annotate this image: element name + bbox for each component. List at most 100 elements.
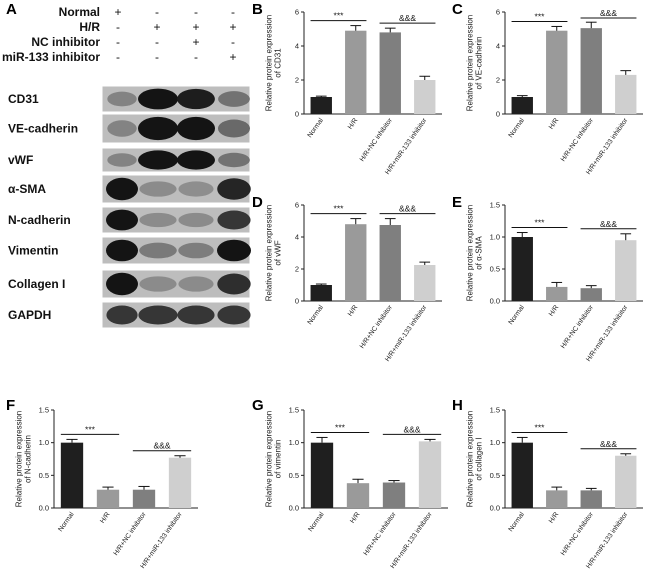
category-label: Normal	[508, 511, 527, 533]
category-label: H/R+miR-133 inhibitor	[384, 304, 429, 364]
y-axis-label-line: of CD31	[274, 48, 283, 78]
panel-label-e: E	[452, 194, 462, 211]
y-tick-label: 6	[295, 201, 299, 210]
bar	[546, 30, 568, 115]
category-label: H/R+miR-133 inhibitor	[585, 511, 630, 571]
y-tick-label: 1.5	[39, 406, 49, 415]
bar	[382, 482, 406, 508]
y-axis-label-line: of N-cadherin	[24, 435, 33, 483]
bar	[546, 286, 568, 301]
y-axis-label-line: of VE-cadherin	[475, 37, 484, 90]
condition-sign: +	[192, 35, 199, 49]
bar	[379, 32, 401, 114]
condition-sign: +	[229, 50, 236, 64]
blot-band	[138, 116, 178, 141]
condition-sign: +	[192, 20, 199, 34]
sig-label: ***	[335, 422, 346, 432]
y-tick-label: 0	[295, 110, 299, 119]
bar	[345, 224, 367, 301]
category-label: H/R+NC inhibitor	[113, 511, 149, 558]
bar	[168, 457, 192, 508]
condition-sign: -	[116, 20, 120, 34]
y-axis-label-line: of α-SMA	[475, 236, 484, 270]
chart-panel-h: H 0.0 0.5 1.0 1.5 Relative protein expression…	[452, 397, 643, 570]
y-tick-label: 2	[295, 76, 299, 85]
y-axis-label: Relative protein expressionof CD31	[265, 15, 283, 112]
sig-label: ***	[535, 11, 546, 21]
sig-label: &&&	[403, 424, 420, 434]
y-tick-label: 0.5	[39, 471, 49, 480]
blot-band	[106, 305, 138, 325]
bar	[346, 483, 370, 508]
condition-label: NC inhibitor	[31, 35, 100, 49]
category-label: H/R	[99, 511, 112, 525]
y-axis-label: Relative protein expressionof α-SMA	[466, 205, 484, 302]
condition-sign: -	[155, 35, 159, 49]
y-tick-label: 0.5	[289, 471, 299, 480]
y-axis-label-line: of vWF	[274, 240, 283, 265]
y-tick-label: 6	[496, 8, 500, 17]
condition-sign: -	[116, 35, 120, 49]
y-tick-label: 0.5	[490, 471, 500, 480]
blot-band	[178, 242, 214, 259]
blot-band	[139, 242, 177, 259]
protein-label: VE-cadherin	[8, 122, 78, 136]
y-tick-label: 0	[295, 297, 299, 306]
category-label: Normal	[508, 304, 527, 326]
bar	[615, 240, 637, 301]
blot-band	[106, 272, 138, 296]
category-label: H/R	[548, 117, 561, 131]
category-label: Normal	[57, 511, 76, 533]
condition-sign: +	[229, 20, 236, 34]
y-axis-label-line: Relative protein expression	[466, 205, 475, 302]
category-label: H/R+miR-133 inhibitor	[585, 304, 630, 364]
condition-sign: -	[194, 5, 198, 19]
bar	[345, 30, 367, 115]
blot-band	[139, 276, 177, 292]
sig-label: &&&	[600, 439, 617, 449]
category-label: H/R	[548, 304, 561, 318]
panel-label-c: C	[452, 1, 463, 18]
sig-label: ***	[535, 422, 546, 432]
protein-label: vWF	[8, 153, 33, 167]
y-axis-label-line: Relative protein expression	[15, 411, 24, 508]
condition-label: miR-133 inhibitor	[2, 50, 100, 64]
bar	[379, 225, 401, 301]
bar	[414, 80, 436, 114]
bar	[580, 28, 602, 114]
condition-label: Normal	[59, 5, 100, 19]
panel-label-g: G	[252, 397, 264, 414]
y-axis-label-line: Relative protein expression	[265, 205, 274, 302]
panel-label-d: D	[252, 194, 263, 211]
y-tick-label: 4	[496, 42, 500, 51]
blot-band	[107, 120, 137, 137]
condition-sign: +	[153, 20, 160, 34]
sig-label: ***	[334, 11, 345, 21]
blot-band	[218, 152, 250, 168]
category-label: H/R+NC inhibitor	[359, 117, 395, 164]
y-axis-label: Relative protein expressionof N-cadherin	[15, 411, 33, 508]
blot-band	[218, 91, 250, 107]
category-label: H/R+miR-133 inhibitor	[139, 511, 184, 571]
blot-band	[217, 305, 251, 325]
bar	[310, 285, 332, 301]
sig-label: ***	[85, 424, 96, 434]
blot-band	[138, 88, 178, 110]
y-tick-label: 0.5	[490, 265, 500, 274]
sig-label: &&&	[399, 13, 416, 23]
blot-band	[217, 273, 251, 295]
category-label: H/R	[347, 304, 360, 318]
blot-band	[217, 210, 251, 230]
condition-label: H/R	[79, 20, 100, 34]
blot-band	[139, 212, 177, 228]
bar	[60, 442, 84, 508]
blot-band	[177, 150, 215, 170]
blot-band	[106, 209, 138, 231]
protein-label: Collagen I	[8, 277, 65, 291]
blot-band	[107, 91, 137, 107]
category-label: H/R+miR-133 inhibitor	[585, 117, 630, 177]
blot-band	[177, 116, 215, 141]
category-label: H/R+NC inhibitor	[560, 511, 596, 558]
condition-sign: -	[155, 50, 159, 64]
